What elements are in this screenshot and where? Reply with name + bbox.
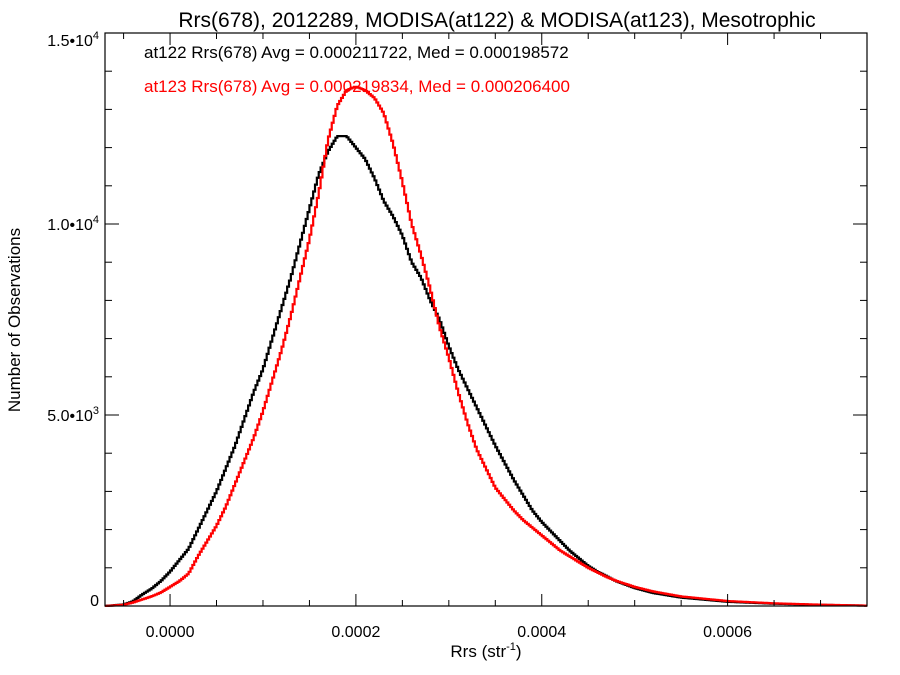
annotation-at122: at122 Rrs(678) Avg = 0.000211722, Med = … — [144, 43, 569, 62]
y-tick-label: 5.0•103 — [47, 405, 99, 425]
chart-title: Rrs(678), 2012289, MODISA(at122) & MODIS… — [178, 9, 815, 32]
x-axis: 0.0000 0.0002 0.0004 0.0006 — [123, 33, 868, 641]
x-tick-label: 0.0004 — [517, 624, 566, 641]
x-tick-label: 0.0002 — [331, 624, 380, 641]
y-axis: 0 5.0•103 1.0•104 1.5•104 — [47, 30, 867, 610]
plot-frame — [104, 32, 868, 607]
x-tick-label: 0.0000 — [146, 624, 195, 641]
y-axis-label: Number of Observations — [5, 228, 24, 412]
annotation-at123: at123 Rrs(678) Avg = 0.000219834, Med = … — [144, 77, 570, 96]
y-tick-label: 1.0•104 — [47, 214, 99, 234]
series-line-0 — [105, 135, 867, 608]
y-tick-label: 0 — [90, 593, 99, 610]
series-layer — [105, 85, 867, 608]
series-line-1 — [105, 85, 867, 608]
x-tick-label: 0.0006 — [703, 624, 752, 641]
y-tick-label: 1.5•104 — [47, 30, 99, 50]
x-axis-label: Rrs (str-1) — [450, 641, 521, 661]
